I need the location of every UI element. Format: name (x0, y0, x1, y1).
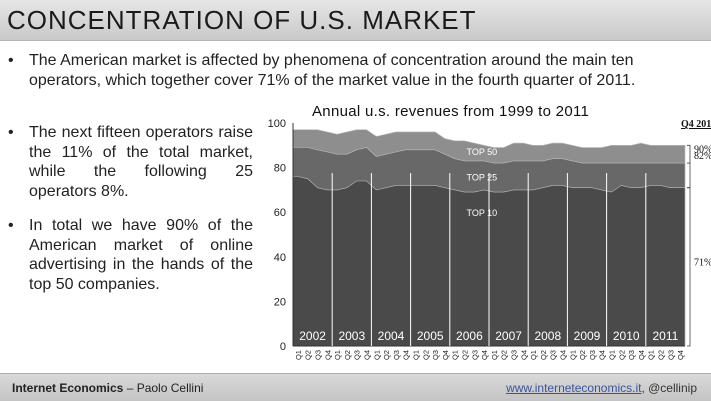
bullet-dot: • (8, 52, 14, 69)
website-link[interactable]: www.interneteconomics.it (506, 381, 642, 395)
year-label: 2004 (378, 329, 405, 343)
quarter-tick-label: Q4 (519, 350, 528, 360)
top25-bracket (687, 162, 691, 189)
quarter-tick-label: Q3 (666, 350, 675, 360)
twitter-handle: , @cellinip (641, 381, 697, 395)
bullet-dot: • (8, 124, 14, 141)
quarter-tick-label: Q1 (647, 350, 656, 360)
quarter-tick-label: Q3 (588, 350, 597, 360)
year-label: 2009 (574, 329, 601, 343)
year-label: 2011 (652, 329, 678, 343)
chart-title: Annual u.s. revenues from 1999 to 2011 (312, 103, 590, 120)
y-tick-label: 40 (274, 252, 286, 264)
series-label: TOP 10 (467, 208, 498, 218)
footer-credit: Internet Economics – Paolo Cellini (12, 381, 203, 395)
quarter-tick-label: Q1 (608, 350, 617, 360)
y-tick-label: 0 (280, 341, 286, 353)
series-label: TOP 50 (467, 147, 498, 157)
quarter-tick-label: Q1 (412, 350, 421, 360)
y-tick-label: 80 (274, 163, 286, 175)
bullet-2: • The next fifteen operators raise the 1… (8, 123, 253, 201)
bullet-text: The American market is affected by pheno… (29, 52, 636, 89)
quarter-tick-label: Q2 (382, 350, 391, 360)
quarter-tick-label: Q4 (559, 350, 568, 360)
share-label: 90% (694, 144, 711, 155)
quarter-tick-label: Q2 (539, 350, 548, 360)
quarter-tick-label: Q2 (343, 350, 352, 360)
quarter-tick-label: Q2 (304, 350, 313, 360)
quarter-tick-label: Q1 (372, 350, 381, 360)
quarter-tick-label: Q2 (500, 350, 509, 360)
bullet-1: • The American market is affected by phe… (8, 51, 701, 90)
q4-2011-label: Q4 2011 (681, 119, 711, 130)
series-label: TOP 25 (467, 173, 498, 183)
y-tick-label: 20 (274, 296, 286, 308)
quarter-tick-label: Q3 (392, 350, 401, 360)
quarter-tick-label: Q4 (480, 350, 489, 360)
top50-bracket (687, 144, 691, 164)
bullet-text: In total we have 90% of the American mar… (29, 217, 253, 293)
quarter-tick-label: Q3 (314, 350, 323, 360)
year-label: 2008 (534, 329, 561, 343)
quarter-tick-label: Q3 (470, 350, 479, 360)
bullet-text: The next fifteen operators raise the 11%… (29, 124, 253, 200)
quarter-tick-label: Q4 (323, 350, 332, 360)
footer-author: Paolo Cellini (136, 381, 204, 395)
quarter-tick-label: Q2 (657, 350, 666, 360)
quarter-tick-label: Q1 (568, 350, 577, 360)
top10-bracket (687, 187, 691, 347)
quarter-tick-label: Q2 (461, 350, 470, 360)
footer: Internet Economics – Paolo Cellini www.i… (0, 373, 711, 401)
quarter-tick-label: Q4 (441, 350, 450, 360)
revenue-share-chart: TOP 10 TOP 25 TOP 50 0 20 40 60 80 100 2002 2003 20… (268, 118, 711, 360)
share-label: 82% (694, 151, 711, 162)
year-label: 2006 (456, 329, 483, 343)
quarter-tick-label: Q4 (598, 350, 607, 360)
quarter-tick-label: Q3 (549, 350, 558, 360)
quarter-tick-label: Q1 (490, 350, 499, 360)
year-label: 2007 (495, 329, 522, 343)
quarter-tick-label: Q3 (627, 350, 636, 360)
bullet-dot: • (8, 217, 14, 234)
bullet-3: • In total we have 90% of the American m… (8, 216, 253, 294)
quarter-tick-label: Q1 (294, 350, 303, 360)
year-label: 2010 (613, 329, 640, 343)
quarter-tick-label: Q3 (353, 350, 362, 360)
quarter-tick-label: Q2 (617, 350, 626, 360)
quarter-tick-label: Q3 (431, 350, 440, 360)
share-label: 71% (694, 258, 711, 269)
quarter-tick-label: Q2 (421, 350, 430, 360)
footer-course: Internet Economics (12, 381, 124, 395)
year-label: 2005 (417, 329, 444, 343)
quarter-tick-label: Q4 (363, 350, 372, 360)
y-tick-label: 100 (268, 118, 286, 130)
quarter-tick-label: Q1 (333, 350, 342, 360)
quarter-tick-label: Q2 (578, 350, 587, 360)
quarter-tick-label: Q1 (451, 350, 460, 360)
quarter-tick-label: Q4 (637, 350, 646, 360)
footer-separator: – (123, 381, 137, 395)
year-label: 2003 (338, 329, 365, 343)
y-tick-label: 60 (274, 207, 286, 219)
quarter-tick-label: Q3 (510, 350, 519, 360)
quarter-tick-label: Q4 (676, 350, 685, 360)
footer-links: www.interneteconomics.it, @cellinip (506, 381, 697, 395)
quarter-tick-label: Q1 (529, 350, 538, 360)
slide-title: CONCENTRATION OF U.S. MARKET (7, 5, 477, 35)
quarter-tick-label: Q4 (402, 350, 411, 360)
title-bar: CONCENTRATION OF U.S. MARKET (0, 0, 711, 41)
year-label: 2002 (299, 329, 326, 343)
